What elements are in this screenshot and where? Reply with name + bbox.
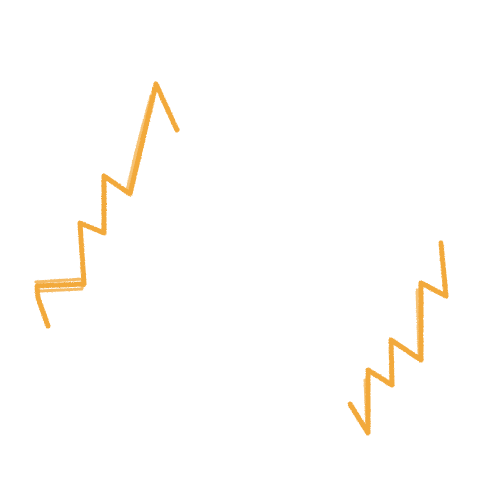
zigzag-stroke-left: [34, 81, 180, 329]
zigzag-stroke-right: [347, 240, 449, 436]
